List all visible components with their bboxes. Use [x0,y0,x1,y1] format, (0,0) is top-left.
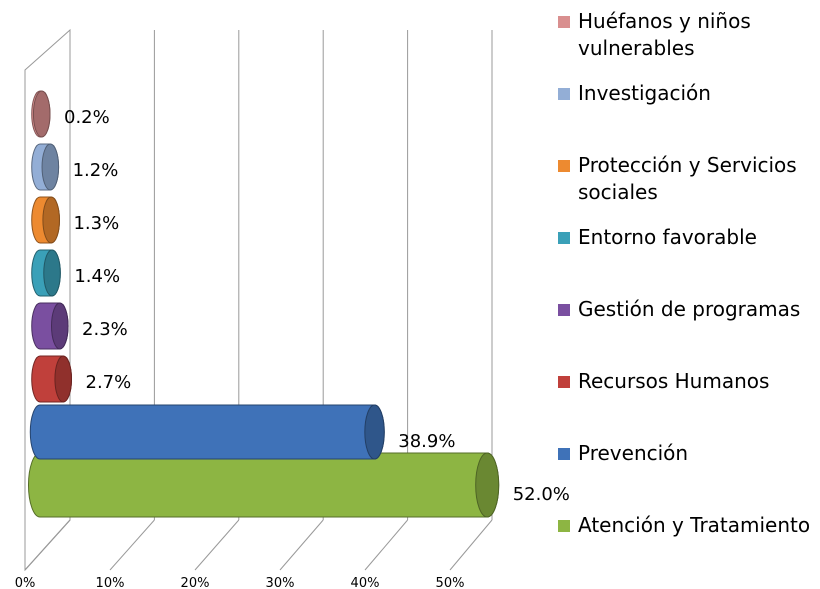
floor-line [24,519,71,571]
x-tick-label: 30% [266,576,295,589]
legend-swatch [558,304,570,316]
bar-cap [32,90,51,138]
bar [29,404,385,460]
floor-line [109,519,155,571]
legend-label: Entorno favorable [578,225,757,249]
data-label: 1.4% [74,266,120,287]
data-label: 0.2% [64,107,110,128]
legend-swatch [558,16,570,28]
legend-label: Atención y Tratamiento [578,513,811,537]
legend-swatch [558,376,570,388]
legend-swatch [558,232,570,244]
data-label: 2.3% [82,319,128,340]
data-label: 1.2% [73,160,119,181]
legend-label: Protección y Servicios sociales [578,153,797,204]
floor-line [449,519,493,571]
bar-cap [43,249,61,297]
x-tick-label: 50% [436,576,465,589]
bar-cap [42,196,60,244]
x-tick-label: 20% [181,576,210,589]
data-label: 2.7% [86,372,132,393]
legend-swatch [558,88,570,100]
floor-line [194,519,240,571]
legend-label: Investigación [578,81,711,105]
bar-cap [475,452,500,518]
x-tick-label: 40% [351,576,380,589]
legend-label: Huéfanos y niños vulnerables [578,9,751,60]
legend-label: Gestión de programas [578,297,801,321]
data-label: 38.9% [398,431,455,452]
data-label: 52.0% [513,484,570,505]
legend-swatch [558,520,570,532]
bar-cap [51,302,69,350]
legend-label: Prevención [578,441,689,465]
bar-cap [364,404,385,460]
x-tick-label: 10% [96,576,125,589]
bar-cap [54,355,73,403]
floor-line [364,519,408,571]
legend-swatch [558,448,570,460]
bar-cap [41,143,60,191]
bar [27,452,500,518]
x-tick-label: 0% [15,576,36,589]
data-label: 1.3% [73,213,119,234]
floor-line [279,519,324,571]
legend-label: Recursos Humanos [578,369,770,393]
legend-swatch [558,160,570,172]
